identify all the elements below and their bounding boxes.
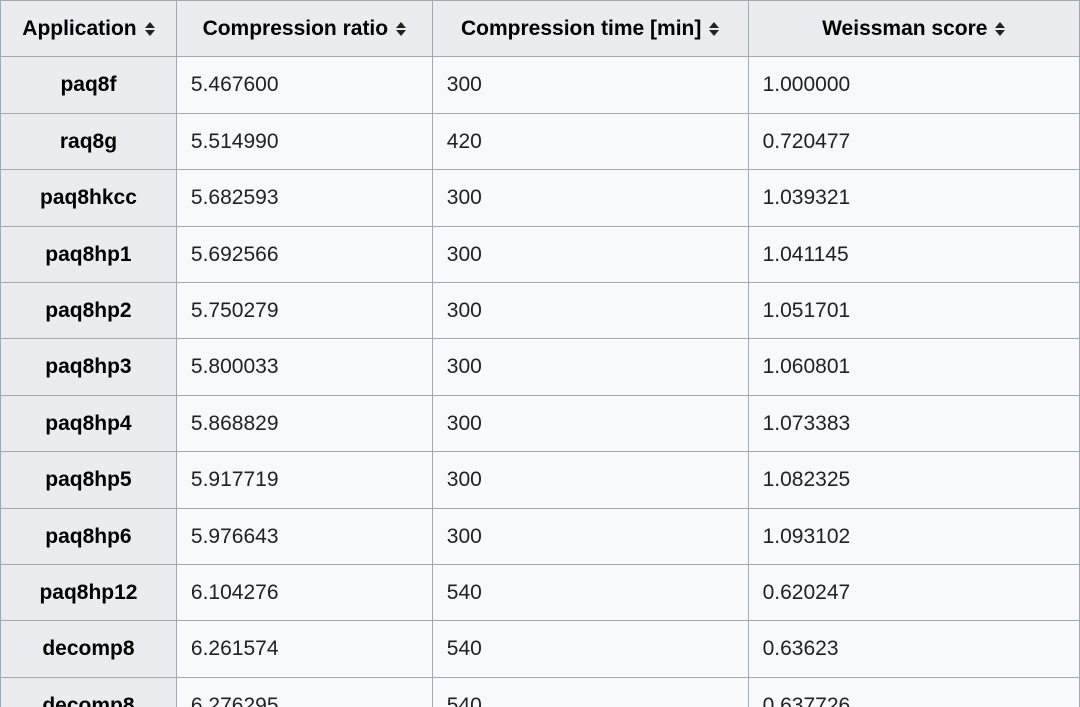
- cell-ratio: 5.514990: [176, 113, 432, 169]
- compression-table: Application Compression ratio: [0, 0, 1080, 707]
- cell-application: paq8hp1: [1, 226, 177, 282]
- table-row: paq8hkcc5.6825933001.039321: [1, 170, 1080, 226]
- table-body: paq8f5.4676003001.000000raq8g5.514990420…: [1, 57, 1080, 707]
- cell-application: paq8f: [1, 57, 177, 113]
- sort-icon: [396, 22, 406, 36]
- table-row: decomp86.2615745400.63623: [1, 621, 1080, 677]
- cell-time: 300: [432, 57, 748, 113]
- cell-application: paq8hkcc: [1, 170, 177, 226]
- col-header-ratio[interactable]: Compression ratio: [176, 1, 432, 57]
- col-header-score[interactable]: Weissman score: [748, 1, 1079, 57]
- col-header-label: Application: [22, 14, 136, 43]
- cell-application: paq8hp4: [1, 395, 177, 451]
- table-row: paq8hp65.9766433001.093102: [1, 508, 1080, 564]
- cell-ratio: 5.917719: [176, 452, 432, 508]
- cell-score: 0.637726: [748, 677, 1079, 707]
- cell-score: 0.720477: [748, 113, 1079, 169]
- cell-ratio: 5.467600: [176, 57, 432, 113]
- cell-score: 1.000000: [748, 57, 1079, 113]
- cell-application: paq8hp3: [1, 339, 177, 395]
- table-head: Application Compression ratio: [1, 1, 1080, 57]
- cell-ratio: 6.261574: [176, 621, 432, 677]
- cell-score: 0.63623: [748, 621, 1079, 677]
- cell-time: 300: [432, 339, 748, 395]
- table-row: paq8hp25.7502793001.051701: [1, 282, 1080, 338]
- cell-time: 300: [432, 452, 748, 508]
- cell-time: 420: [432, 113, 748, 169]
- table-row: paq8hp126.1042765400.620247: [1, 564, 1080, 620]
- cell-time: 300: [432, 226, 748, 282]
- table-header-row: Application Compression ratio: [1, 1, 1080, 57]
- cell-score: 1.039321: [748, 170, 1079, 226]
- table-row: paq8hp35.8000333001.060801: [1, 339, 1080, 395]
- cell-application: paq8hp6: [1, 508, 177, 564]
- cell-ratio: 5.868829: [176, 395, 432, 451]
- cell-time: 300: [432, 508, 748, 564]
- cell-ratio: 5.976643: [176, 508, 432, 564]
- cell-score: 0.620247: [748, 564, 1079, 620]
- cell-application: paq8hp12: [1, 564, 177, 620]
- sort-icon: [709, 22, 719, 36]
- col-header-time[interactable]: Compression time [min]: [432, 1, 748, 57]
- cell-time: 540: [432, 621, 748, 677]
- cell-score: 1.051701: [748, 282, 1079, 338]
- col-header-label: Weissman score: [822, 14, 987, 43]
- compression-table-wrap: Application Compression ratio: [0, 0, 1080, 707]
- cell-ratio: 5.682593: [176, 170, 432, 226]
- cell-ratio: 5.692566: [176, 226, 432, 282]
- cell-ratio: 5.750279: [176, 282, 432, 338]
- cell-time: 300: [432, 282, 748, 338]
- cell-application: decomp8: [1, 677, 177, 707]
- cell-score: 1.093102: [748, 508, 1079, 564]
- table-row: paq8hp45.8688293001.073383: [1, 395, 1080, 451]
- cell-time: 300: [432, 170, 748, 226]
- cell-ratio: 6.276295: [176, 677, 432, 707]
- sort-icon: [145, 22, 155, 36]
- cell-application: paq8hp5: [1, 452, 177, 508]
- col-header-application[interactable]: Application: [1, 1, 177, 57]
- table-row: paq8f5.4676003001.000000: [1, 57, 1080, 113]
- table-row: decomp86.2762955400.637726: [1, 677, 1080, 707]
- cell-time: 540: [432, 677, 748, 707]
- cell-score: 1.060801: [748, 339, 1079, 395]
- table-row: raq8g5.5149904200.720477: [1, 113, 1080, 169]
- cell-score: 1.041145: [748, 226, 1079, 282]
- cell-application: decomp8: [1, 621, 177, 677]
- cell-time: 300: [432, 395, 748, 451]
- col-header-label: Compression ratio: [203, 14, 389, 43]
- table-row: paq8hp55.9177193001.082325: [1, 452, 1080, 508]
- cell-ratio: 6.104276: [176, 564, 432, 620]
- table-row: paq8hp15.6925663001.041145: [1, 226, 1080, 282]
- sort-icon: [995, 22, 1005, 36]
- cell-application: raq8g: [1, 113, 177, 169]
- col-header-label: Compression time [min]: [461, 14, 701, 43]
- cell-score: 1.073383: [748, 395, 1079, 451]
- cell-time: 540: [432, 564, 748, 620]
- cell-ratio: 5.800033: [176, 339, 432, 395]
- cell-score: 1.082325: [748, 452, 1079, 508]
- cell-application: paq8hp2: [1, 282, 177, 338]
